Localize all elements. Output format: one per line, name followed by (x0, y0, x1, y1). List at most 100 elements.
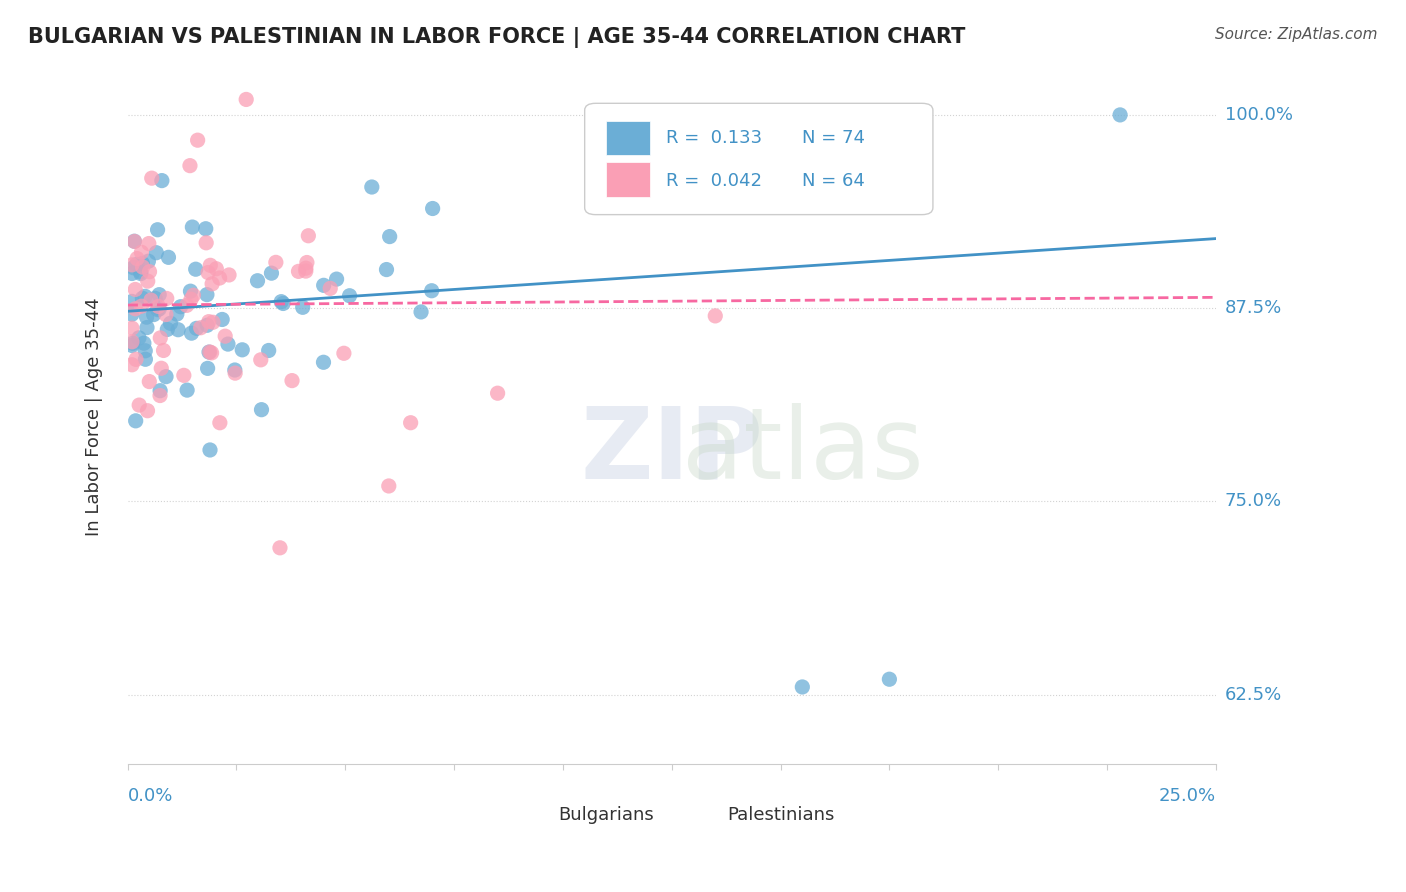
FancyBboxPatch shape (585, 103, 934, 215)
Point (235, 92, 257, 106)
Point (136, 403, 159, 417)
Point (375, 262, 398, 277)
Text: 0.0%: 0.0% (128, 788, 173, 805)
Point (169, 300, 191, 314)
Point (122, 260, 145, 275)
Point (378, 479, 401, 493)
Point (138, 375, 160, 389)
Text: R =  0.133: R = 0.133 (666, 129, 762, 147)
Point (184, 262, 207, 277)
Point (121, 336, 143, 351)
Point (121, 307, 143, 321)
Point (422, 202, 444, 216)
Point (197, 315, 219, 329)
Point (195, 318, 218, 333)
Point (150, 361, 173, 376)
Point (121, 267, 143, 281)
Point (1109, 108, 1132, 122)
Point (149, 384, 172, 398)
Point (250, 402, 273, 417)
Point (420, 284, 443, 298)
Point (200, 346, 222, 360)
Point (879, 672, 901, 686)
Point (704, 309, 727, 323)
Text: N = 64: N = 64 (803, 172, 865, 190)
Point (214, 329, 236, 343)
Point (264, 255, 287, 269)
Text: N = 74: N = 74 (803, 129, 865, 147)
Text: 62.5%: 62.5% (1225, 686, 1282, 704)
Point (194, 221, 217, 235)
Point (281, 374, 304, 388)
Point (312, 278, 335, 293)
Point (190, 320, 212, 334)
Point (176, 383, 198, 397)
Point (270, 294, 292, 309)
Point (157, 250, 180, 264)
Point (325, 272, 347, 286)
Point (257, 343, 280, 358)
Point (269, 541, 291, 555)
Point (146, 223, 169, 237)
Point (134, 343, 156, 358)
Point (399, 416, 422, 430)
Text: atlas: atlas (682, 402, 924, 500)
Point (249, 352, 271, 367)
Point (260, 266, 283, 280)
Point (197, 361, 219, 376)
Point (201, 315, 224, 329)
Point (125, 252, 148, 266)
Point (142, 308, 165, 322)
Point (218, 268, 240, 282)
Text: 87.5%: 87.5% (1225, 299, 1282, 318)
FancyBboxPatch shape (606, 162, 650, 197)
Point (201, 277, 224, 291)
Point (183, 288, 205, 302)
Point (198, 345, 221, 359)
Point (197, 266, 219, 280)
Text: Bulgarians: Bulgarians (558, 806, 654, 824)
Point (312, 355, 335, 369)
Point (180, 292, 202, 306)
Point (121, 334, 143, 349)
Point (271, 296, 294, 310)
Text: 25.0%: 25.0% (1159, 788, 1216, 805)
Point (145, 245, 167, 260)
Point (378, 229, 401, 244)
Point (224, 363, 246, 377)
Point (148, 300, 170, 314)
Point (121, 258, 143, 272)
Point (360, 180, 382, 194)
Point (124, 414, 146, 428)
Point (146, 302, 169, 317)
FancyBboxPatch shape (536, 792, 562, 816)
Point (121, 294, 143, 309)
Point (179, 159, 201, 173)
Point (132, 336, 155, 351)
Point (134, 352, 156, 367)
Point (131, 256, 153, 270)
Point (173, 368, 195, 383)
Point (149, 331, 172, 345)
Point (179, 284, 201, 298)
Point (131, 245, 153, 260)
Point (195, 235, 218, 250)
Point (148, 301, 170, 316)
Point (152, 343, 174, 358)
Point (339, 289, 361, 303)
Point (792, 680, 814, 694)
Point (138, 254, 160, 268)
Point (208, 416, 231, 430)
Point (141, 171, 163, 186)
Text: ZIP: ZIP (581, 402, 763, 500)
Text: Palestinians: Palestinians (727, 806, 834, 824)
Point (200, 258, 222, 272)
Text: Source: ZipAtlas.com: Source: ZipAtlas.com (1215, 27, 1378, 42)
Point (121, 321, 143, 335)
Point (155, 308, 177, 322)
Point (155, 369, 177, 384)
Point (287, 264, 309, 278)
Point (138, 236, 160, 251)
Point (121, 358, 143, 372)
Point (124, 301, 146, 316)
